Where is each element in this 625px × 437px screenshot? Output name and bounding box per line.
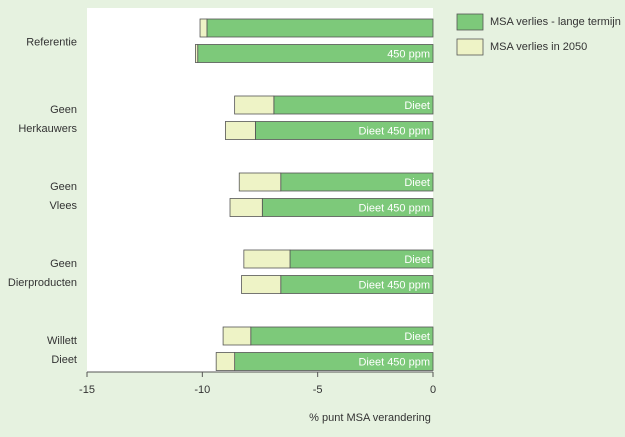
bar-label: Dieet 450 ppm	[358, 202, 430, 214]
group-label: Referentie	[26, 37, 77, 49]
group-label: Willett	[47, 335, 77, 347]
bar-label: Dieet 450 ppm	[358, 125, 430, 137]
legend-label: MSA verlies in 2050	[490, 41, 587, 53]
group-label: Geen	[50, 181, 77, 193]
bar-segment	[224, 121, 256, 140]
bar-segment	[234, 95, 275, 115]
group-label: Dierproducten	[8, 277, 77, 289]
x-tick-label: -10	[194, 384, 210, 396]
group-label: Herkauwers	[18, 123, 77, 135]
group-label: Geen	[50, 104, 77, 116]
bar-segment	[241, 275, 282, 294]
bar-segment	[238, 172, 282, 192]
bar-label: Dieet 450 ppm	[358, 356, 430, 368]
legend-label: MSA verlies - lange termijn	[490, 16, 621, 28]
bar-segment	[206, 18, 434, 38]
x-tick-label: 0	[430, 384, 436, 396]
group-label: Dieet	[51, 354, 77, 366]
bar-label: Dieet	[404, 331, 430, 343]
bar-segment	[229, 198, 263, 217]
group-label: Vlees	[49, 200, 77, 212]
x-tick-label: -5	[313, 384, 323, 396]
legend-swatch	[456, 13, 484, 31]
bar-segment	[195, 44, 199, 63]
legend-swatch	[456, 38, 484, 56]
bar-label: Dieet	[404, 177, 430, 189]
bar-label: Dieet	[404, 100, 430, 112]
x-tick-label: -15	[79, 384, 95, 396]
bar-segment	[215, 352, 236, 371]
bar-label: Dieet 450 ppm	[358, 279, 430, 291]
bar-label: 450 ppm	[387, 48, 430, 60]
bar-segment	[199, 18, 208, 38]
bar-segment	[222, 326, 252, 346]
x-axis-label: % punt MSA verandering	[309, 412, 431, 424]
bar-segment	[243, 249, 291, 269]
bar-label: Dieet	[404, 254, 430, 266]
group-label: Geen	[50, 258, 77, 270]
